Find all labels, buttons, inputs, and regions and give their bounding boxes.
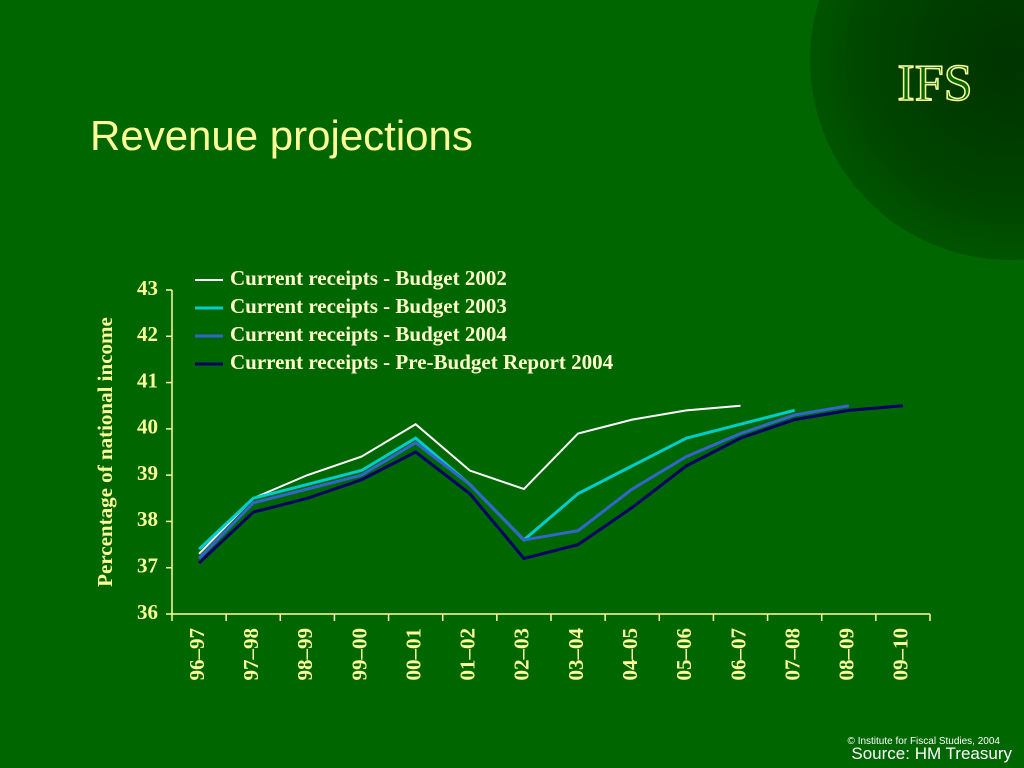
chart-title: Revenue projections [90, 112, 473, 159]
x-tick-label: 00–01 [401, 628, 425, 681]
source: Source: HM Treasury [851, 744, 1012, 763]
y-tick-label: 43 [137, 276, 158, 300]
x-tick-label: 09–10 [889, 628, 913, 681]
legend-label: Current receipts - Budget 2002 [230, 266, 507, 290]
y-axis-label: Percentage of national income [93, 317, 117, 587]
x-tick-label: 99–00 [347, 628, 371, 681]
legend-label: Current receipts - Budget 2003 [230, 294, 507, 318]
logo: IFS [897, 55, 972, 112]
y-tick-label: 42 [137, 322, 158, 346]
x-tick-label: 08–09 [835, 628, 859, 681]
y-tick-label: 39 [137, 461, 158, 485]
copyright: © Institute for Fiscal Studies, 2004 [848, 736, 1001, 747]
series-line [197, 404, 850, 560]
legend-label: Current receipts - Pre-Budget Report 200… [230, 350, 614, 374]
x-tick-label: 03–04 [564, 628, 588, 681]
x-tick-label: 07–08 [780, 628, 804, 681]
y-tick-label: 36 [137, 600, 158, 624]
series-line [198, 404, 904, 565]
x-tick-label: 01–02 [456, 628, 480, 681]
x-tick-label: 06–07 [726, 628, 750, 681]
series-line [198, 404, 741, 555]
x-tick-label: 02–03 [510, 628, 534, 681]
x-tick-label: 05–06 [672, 628, 696, 681]
corner-shape [810, 0, 1024, 260]
legend-label: Current receipts - Budget 2004 [230, 322, 507, 346]
x-tick-label: 04–05 [618, 628, 642, 681]
x-tick-label: 97–98 [239, 628, 263, 681]
y-tick-label: 37 [137, 554, 158, 578]
x-tick-label: 96–97 [185, 628, 209, 681]
y-tick-label: 38 [137, 507, 158, 531]
y-tick-label: 40 [137, 415, 158, 439]
y-tick-label: 41 [137, 368, 158, 392]
x-tick-label: 98–99 [293, 628, 317, 681]
